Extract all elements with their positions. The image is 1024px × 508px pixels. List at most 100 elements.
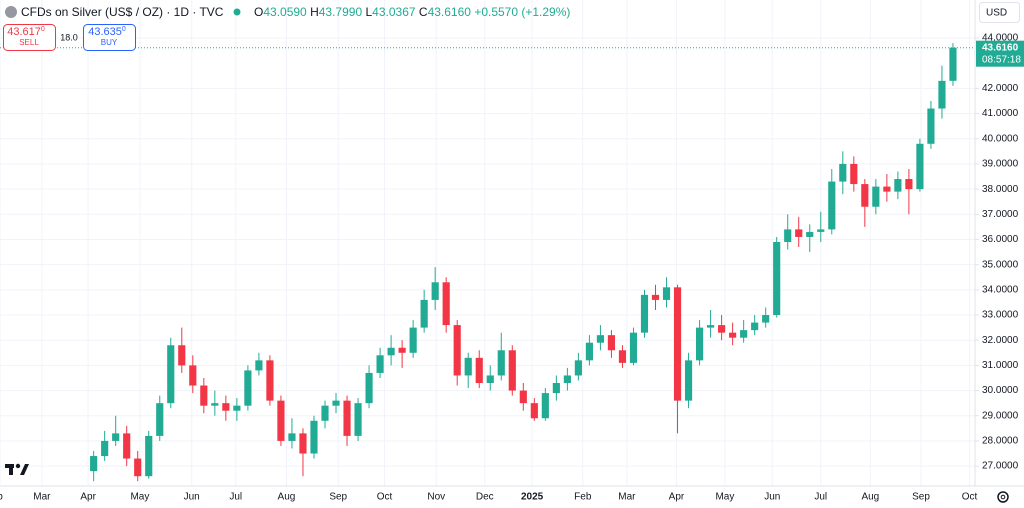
candle-body <box>519 390 527 404</box>
y-tick-label: 37.0000 <box>982 209 1019 220</box>
candle-body <box>453 325 461 376</box>
candle-body <box>740 330 748 338</box>
logo-part[interactable] <box>9 464 13 475</box>
candle-body <box>343 400 351 436</box>
spread: 18.0 <box>60 32 78 42</box>
candle-body <box>497 350 505 376</box>
symbol-title: CFDs on Silver (US$ / OZ) · 1D · TVC <box>21 5 224 19</box>
candle-body <box>905 179 913 190</box>
candle-body <box>486 375 494 384</box>
sell-price[interactable]: 43.6170 <box>7 26 45 38</box>
candle-body <box>376 355 384 373</box>
candle-body <box>949 47 957 81</box>
candle-body <box>618 350 627 363</box>
x-tick-label: Jun <box>184 492 200 503</box>
settings-button[interactable] <box>997 491 1009 503</box>
currency[interactable]: USD <box>986 8 1007 19</box>
candle-body <box>134 458 142 477</box>
candle-body <box>387 347 395 356</box>
buy-price-digit[interactable]: 0 <box>122 26 126 33</box>
sell-label[interactable]: SELL <box>19 38 39 47</box>
buy-button[interactable]: 43.6350 BUY <box>83 24 136 51</box>
tradingview-logo[interactable] <box>5 463 29 475</box>
buy-label[interactable]: BUY <box>101 38 118 47</box>
candle-body <box>332 400 340 406</box>
candle-body <box>762 315 770 323</box>
candle-body <box>475 357 483 384</box>
candle-body <box>817 229 825 232</box>
candle-body <box>607 335 616 351</box>
x-tick-label: Jul <box>814 492 827 503</box>
currency-select[interactable]: USD <box>979 2 1020 23</box>
logo-part[interactable] <box>20 464 29 475</box>
x-tick-label: Mar <box>33 492 51 503</box>
sell-price-main[interactable]: 43.617 <box>7 26 41 38</box>
countdown: 08:57:18 <box>982 54 1021 65</box>
candle-body <box>927 108 935 144</box>
ohlc-label: C <box>419 5 428 19</box>
ohlc-label: H <box>310 5 319 19</box>
sell-button[interactable]: 43.6170 SELL <box>3 24 56 51</box>
candle-body <box>321 405 329 421</box>
logo-part[interactable] <box>15 463 21 469</box>
candle-body <box>277 400 285 441</box>
sell-price-digit[interactable]: 0 <box>41 26 45 33</box>
ohlc-value: 43.6160 <box>428 5 472 19</box>
candle-body <box>90 456 98 472</box>
x-tick-label: Dec <box>476 492 494 503</box>
y-tick-label: 31.0000 <box>982 360 1019 371</box>
y-tick-label: 44.0000 <box>982 33 1019 44</box>
x-tick-label: Apr <box>669 492 685 503</box>
candle-body <box>442 282 450 326</box>
candle-body <box>211 403 219 406</box>
candle-body <box>872 186 880 207</box>
buy-price-main[interactable]: 43.635 <box>88 26 122 38</box>
y-tick-label: 42.0000 <box>982 83 1019 94</box>
y-tick-label: 33.0000 <box>982 310 1019 321</box>
candle-body <box>101 440 109 457</box>
y-tick-label: 36.0000 <box>982 234 1019 245</box>
grid <box>0 0 975 486</box>
y-tick-label: 34.0000 <box>982 284 1019 295</box>
buy-price[interactable]: 43.6350 <box>88 26 126 38</box>
candle-body <box>684 360 693 401</box>
x-tick-label: May <box>715 492 734 503</box>
candle-body <box>596 335 605 343</box>
currency-box[interactable] <box>979 2 1020 23</box>
candle-body <box>718 325 726 333</box>
candle-body <box>795 229 803 237</box>
candle-body <box>123 433 131 459</box>
x-tick-label: May <box>130 492 149 503</box>
y-tick-label: 38.0000 <box>982 184 1019 195</box>
y-tick-label: 28.0000 <box>982 436 1019 447</box>
x-tick-label: Aug <box>278 492 296 503</box>
candle-body <box>541 393 549 419</box>
candle-body <box>729 332 737 338</box>
candle-body <box>707 325 715 328</box>
y-tick-label: 35.0000 <box>982 259 1019 270</box>
candle-body <box>916 143 924 190</box>
candle-body <box>530 403 538 419</box>
x-tick-label: b <box>0 492 3 503</box>
buy-box[interactable] <box>83 24 136 51</box>
candle-body <box>365 372 373 404</box>
candle-body <box>806 231 814 237</box>
x-tick-label: Feb <box>574 492 592 503</box>
candle-body <box>784 229 792 242</box>
candle-body <box>751 322 759 331</box>
x-tick-label: Mar <box>618 492 636 503</box>
candle-body <box>640 294 649 333</box>
candle-body <box>552 383 560 394</box>
y-tick-label: 29.0000 <box>982 410 1019 421</box>
settings-icon[interactable] <box>1000 494 1006 500</box>
x-tick-label: Aug <box>861 492 879 503</box>
candle-body <box>839 163 847 182</box>
x-tick-label: Sep <box>329 492 347 503</box>
x-tick-label: Sep <box>912 492 930 503</box>
sell-box[interactable] <box>3 24 56 51</box>
settings-icon[interactable] <box>997 491 1009 503</box>
last-price-tag <box>976 40 1024 67</box>
candle-body <box>310 420 318 454</box>
